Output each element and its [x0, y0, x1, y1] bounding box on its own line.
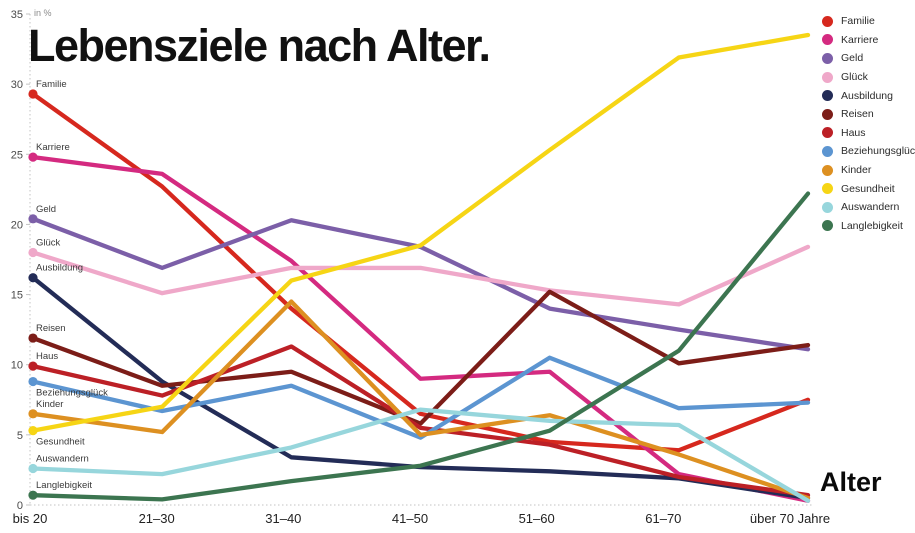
series-start-dot-haus[interactable] — [28, 361, 38, 371]
y-axis-tick-label: 5 — [17, 430, 23, 442]
series-line-familie[interactable] — [30, 91, 811, 453]
legend-label-gesundheit: Gesundheit — [841, 182, 895, 195]
series-line-auswandern[interactable] — [30, 407, 811, 503]
legend-item-karriere[interactable]: Karriere — [822, 31, 915, 50]
legend-dot-kinder — [822, 164, 833, 176]
legend-dot-reisen — [822, 108, 833, 120]
chart-title: Lebensziele nach Alter. — [28, 20, 491, 71]
y-axis-tick-label: 0 — [17, 500, 23, 512]
legend-dot-beziehungsglueck — [822, 145, 833, 157]
legend-dot-gesundheit — [822, 183, 833, 195]
series-label-kinder: Kinder — [36, 399, 63, 410]
chart-legend: Familie Karriere Geld Glück Ausbildung Reisen… — [822, 12, 915, 235]
series-label-auswandern: Auswandern — [36, 454, 89, 465]
legend-dot-glueck — [822, 71, 833, 83]
legend-label-beziehungsglueck: Beziehungsglück — [841, 145, 915, 158]
legend-dot-auswandern — [822, 201, 833, 213]
series-start-dot-reisen[interactable] — [28, 333, 38, 343]
y-axis-tick-label: 30 — [11, 79, 23, 91]
series-start-dot-geld[interactable] — [28, 214, 38, 224]
series-start-dot-kinder[interactable] — [28, 409, 38, 419]
x-axis-tick-label: 31–40 — [265, 511, 301, 526]
series-start-dot-langlebigkeit[interactable] — [28, 490, 38, 500]
x-axis-title: Alter — [820, 467, 882, 497]
y-axis-tick-label: 15 — [11, 290, 23, 302]
legend-label-glueck: Glück — [841, 71, 868, 84]
series-label-beziehungsglueck: Beziehungsglück — [36, 388, 108, 399]
legend-dot-familie — [822, 15, 833, 27]
legend-label-langlebigkeit: Langlebigkeit — [841, 219, 903, 232]
legend-dot-langlebigkeit — [822, 220, 833, 232]
series-line-kinder[interactable] — [30, 299, 811, 501]
series-start-dot-familie[interactable] — [28, 89, 38, 99]
legend-label-kinder: Kinder — [841, 164, 872, 177]
series-line-haus[interactable] — [30, 344, 811, 498]
series-line-beziehungsglueck[interactable] — [30, 355, 811, 440]
legend-dot-ausbildung — [822, 90, 833, 102]
series-start-dot-glueck[interactable] — [28, 247, 38, 258]
x-axis-tick-label: bis 20 — [13, 511, 48, 526]
legend-item-beziehungsglueck[interactable]: Beziehungsglück — [822, 142, 915, 161]
y-axis-tick-label: 20 — [11, 219, 23, 231]
series-label-geld: Geld — [36, 204, 56, 215]
series-line-glueck[interactable] — [30, 244, 811, 307]
x-axis-tick-label: 51–60 — [519, 511, 555, 526]
series-label-langlebigkeit: Langlebigkeit — [36, 480, 92, 491]
series-label-karriere: Karriere — [36, 142, 70, 153]
x-axis-tick-label: über 70 Jahre — [750, 511, 830, 526]
legend-dot-haus — [822, 127, 833, 139]
y-axis-tick-label: 25 — [11, 149, 23, 161]
legend-item-familie[interactable]: Familie — [822, 12, 915, 31]
series-start-dot-gesundheit[interactable] — [28, 426, 38, 436]
series-label-familie: Familie — [36, 79, 67, 90]
legend-label-karriere: Karriere — [841, 33, 879, 46]
series-line-karriere[interactable] — [30, 154, 811, 503]
legend-item-langlebigkeit[interactable]: Langlebigkeit — [822, 217, 915, 236]
legend-dot-geld — [822, 52, 833, 64]
legend-dot-karriere — [822, 34, 833, 46]
legend-item-haus[interactable]: Haus — [822, 124, 915, 143]
y-axis-tick-label: 35 — [11, 9, 23, 21]
legend-item-geld[interactable]: Geld — [822, 49, 915, 68]
series-label-gesundheit: Gesundheit — [36, 437, 85, 448]
series-start-dot-ausbildung[interactable] — [28, 273, 38, 283]
legend-item-auswandern[interactable]: Auswandern — [822, 198, 915, 217]
series-start-dot-auswandern[interactable] — [28, 463, 38, 474]
series-line-geld[interactable] — [30, 216, 811, 352]
x-axis-tick-label: 61–70 — [645, 511, 681, 526]
legend-item-kinder[interactable]: Kinder — [822, 161, 915, 180]
series-line-reisen[interactable] — [30, 289, 811, 426]
y-axis-tick-label: 10 — [11, 360, 23, 372]
series-line-langlebigkeit[interactable] — [30, 191, 811, 502]
y-axis-unit-label: in % — [34, 8, 52, 18]
legend-label-geld: Geld — [841, 52, 864, 65]
series-label-ausbildung: Ausbildung — [36, 263, 83, 274]
series-start-dot-beziehungsglueck[interactable] — [28, 376, 38, 387]
series-start-dot-karriere[interactable] — [28, 152, 38, 162]
legend-item-reisen[interactable]: Reisen — [822, 105, 915, 124]
series-label-glueck: Glück — [36, 237, 61, 248]
series-label-haus: Haus — [36, 351, 58, 362]
x-axis-tick-label: 41–50 — [392, 511, 428, 526]
legend-label-ausbildung: Ausbildung — [841, 89, 893, 102]
legend-label-haus: Haus — [841, 126, 866, 139]
series-label-reisen: Reisen — [36, 323, 66, 334]
legend-label-reisen: Reisen — [841, 108, 874, 121]
legend-label-auswandern: Auswandern — [841, 201, 900, 214]
legend-item-gesundheit[interactable]: Gesundheit — [822, 179, 915, 198]
series-line-gesundheit[interactable] — [30, 32, 811, 433]
x-axis-tick-label: 21–30 — [139, 511, 175, 526]
legend-item-glueck[interactable]: Glück — [822, 68, 915, 87]
legend-item-ausbildung[interactable]: Ausbildung — [822, 86, 915, 105]
legend-label-familie: Familie — [841, 15, 875, 28]
